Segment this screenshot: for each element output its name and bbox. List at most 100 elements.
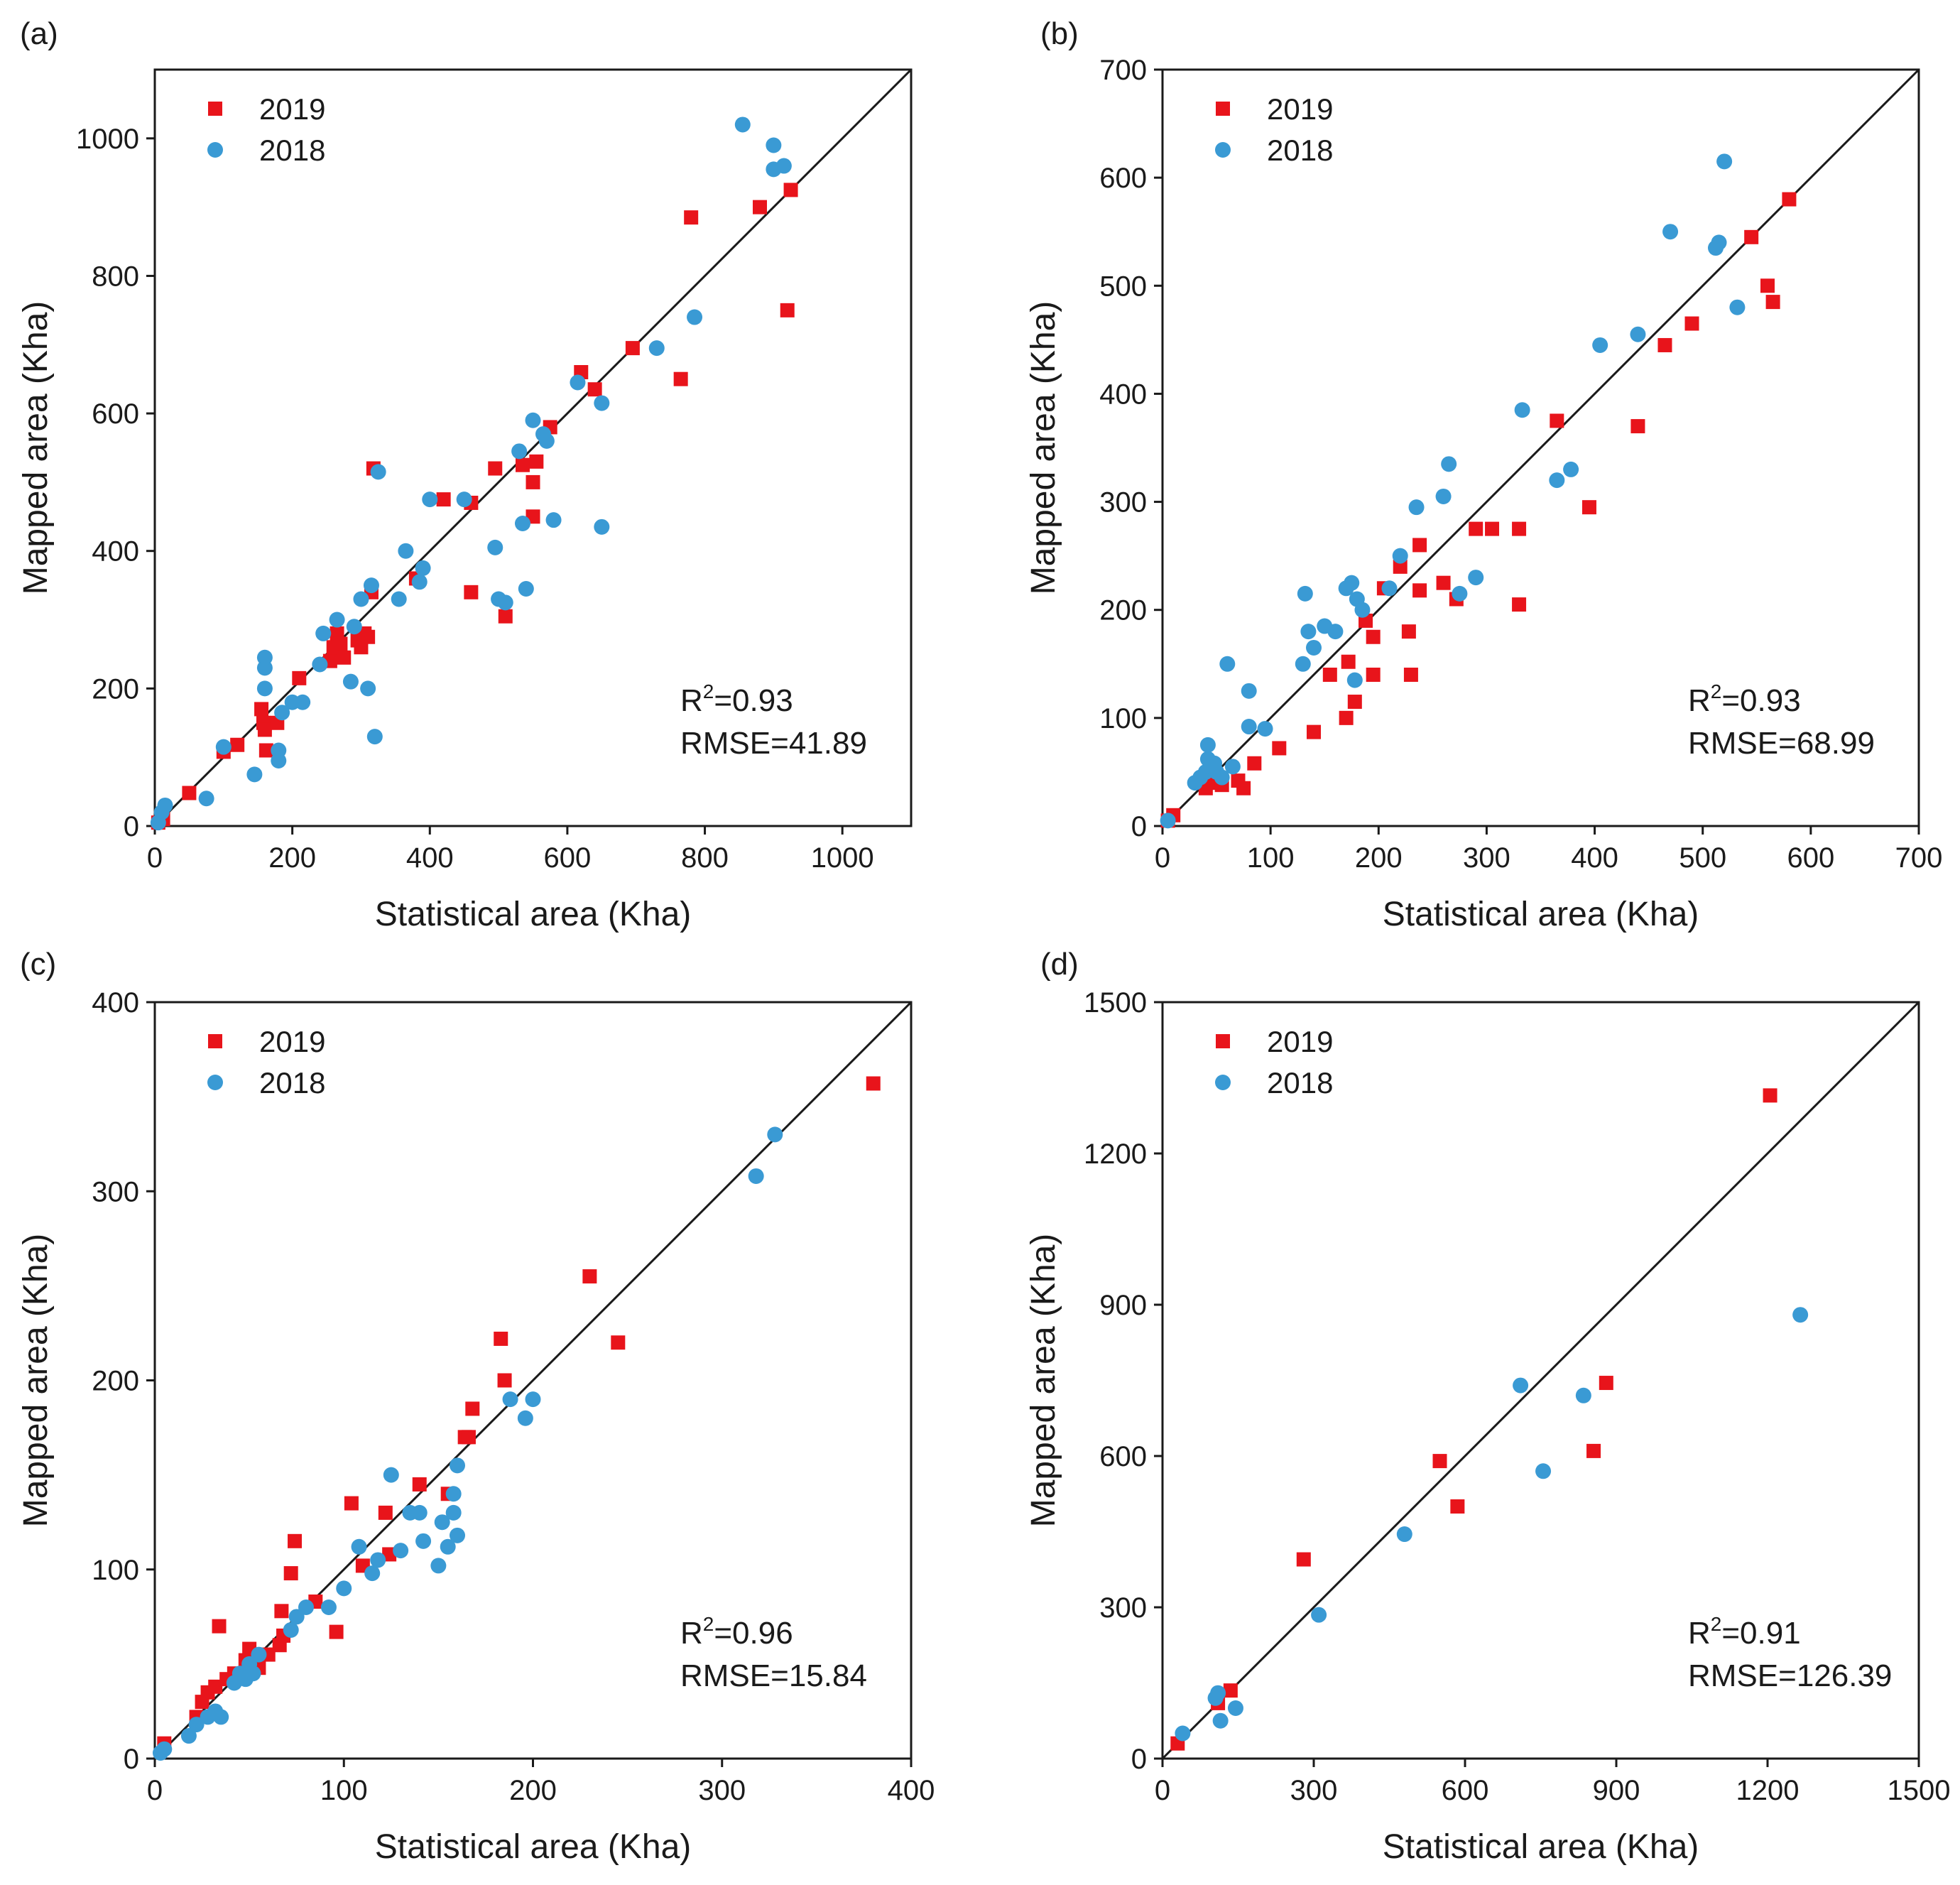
x-tick-label: 0: [147, 1775, 163, 1806]
data-point-2018: [213, 1709, 229, 1725]
data-point-2018: [1592, 337, 1608, 353]
data-point-2019: [1744, 229, 1759, 244]
series-2018: [1175, 1307, 1809, 1742]
data-point-2019: [1512, 597, 1527, 612]
x-axis-title: Statistical area (Kha): [375, 896, 692, 933]
data-point-2019: [208, 1679, 223, 1694]
x-tick-label: 0: [1155, 842, 1170, 874]
legend-marker-2019: [1216, 102, 1230, 116]
data-point-2018: [525, 1391, 541, 1408]
data-point-2019: [1247, 756, 1262, 771]
data-point-2018: [1381, 580, 1398, 597]
data-point-2018: [1435, 488, 1452, 504]
data-point-2018: [370, 464, 386, 480]
data-point-2018: [430, 1558, 447, 1574]
chart-panel-c: (c) 0 100 200 300 400 0 100 200 300 400 Statistical…: [17, 947, 935, 1866]
data-point-2019: [412, 1477, 427, 1492]
data-point-2019: [292, 670, 307, 685]
data-point-2018: [346, 619, 362, 635]
data-point-2018: [502, 1391, 518, 1408]
x-tick-label: 300: [1290, 1775, 1338, 1806]
x-tick-label: 300: [1463, 842, 1510, 874]
x-axis-title: Statistical area (Kha): [375, 1828, 692, 1866]
legend-marker-2018: [207, 142, 223, 158]
legend-marker-2018: [207, 1075, 223, 1090]
data-point-2018: [734, 116, 751, 133]
y-axis-title: Mapped area (Kha): [1025, 1234, 1062, 1528]
data-point-2018: [1210, 1685, 1226, 1701]
data-point-2018: [1354, 602, 1371, 618]
x-tick-label: 200: [509, 1775, 557, 1806]
data-point-2018: [1344, 575, 1360, 591]
data-point-2018: [1257, 721, 1273, 737]
data-point-2018: [517, 1410, 533, 1426]
data-point-2018: [360, 680, 376, 697]
data-point-2019: [344, 1496, 359, 1511]
data-point-2018: [245, 1666, 261, 1682]
x-tick-label: 100: [1247, 842, 1295, 874]
data-point-2018: [518, 580, 534, 597]
data-point-2019: [1763, 1088, 1777, 1103]
rmse-label: RMSE=126.39: [1688, 1658, 1892, 1693]
data-point-2018: [411, 574, 428, 590]
data-point-2018: [329, 612, 345, 628]
x-tick-label: 200: [1355, 842, 1403, 874]
legend-marker-2019: [1216, 1034, 1230, 1048]
data-point-2018: [648, 340, 665, 357]
y-tick-label: 600: [1099, 1441, 1147, 1472]
y-tick-label: 600: [1099, 163, 1147, 194]
data-point-2019: [611, 1335, 626, 1350]
data-point-2018: [312, 656, 328, 673]
data-point-2019: [625, 341, 640, 356]
data-point-2018: [1452, 585, 1468, 602]
y-tick-label: 0: [1131, 811, 1147, 842]
data-point-2019: [753, 200, 767, 214]
data-point-2019: [461, 1430, 476, 1445]
data-point-2019: [582, 1269, 597, 1284]
legend-label-2018: 2018: [259, 1066, 325, 1099]
data-point-2018: [1549, 472, 1565, 489]
y-axis-title: Mapped area (Kha): [17, 301, 55, 595]
y-axis-title: Mapped area (Kha): [17, 1234, 55, 1528]
data-point-2019: [497, 1373, 512, 1388]
data-point-2019: [230, 737, 245, 752]
one-to-one-line: [1161, 1001, 1920, 1760]
data-point-2019: [1223, 1683, 1238, 1698]
data-point-2019: [1272, 741, 1287, 756]
data-point-2018: [538, 433, 555, 449]
data-point-2018: [766, 137, 782, 153]
y-tick-label: 1000: [76, 124, 139, 155]
data-point-2019: [337, 650, 352, 665]
data-point-2018: [450, 1527, 465, 1543]
data-point-2018: [1729, 299, 1746, 315]
x-tick-label: 200: [268, 842, 316, 874]
legend: 2019 2018: [1215, 92, 1333, 167]
data-point-2018: [1241, 719, 1257, 735]
x-tick-label: 400: [406, 842, 454, 874]
data-point-2018: [1630, 326, 1646, 342]
x-tick-label: 400: [1571, 842, 1618, 874]
y-tick-label: 0: [124, 811, 139, 842]
x-tick-label: 500: [1679, 842, 1726, 874]
y-tick-label: 400: [92, 987, 139, 1018]
data-point-2018: [1563, 461, 1579, 477]
x-tick-label: 300: [698, 1775, 746, 1806]
y-tick-label: 100: [1099, 703, 1147, 734]
data-point-2018: [1662, 224, 1679, 240]
data-point-2018: [320, 1599, 337, 1615]
data-point-2018: [1214, 769, 1230, 786]
data-point-2019: [465, 1401, 480, 1416]
data-point-2019: [1401, 624, 1416, 639]
data-point-2018: [1175, 1725, 1191, 1742]
x-tick-label: 1000: [811, 842, 874, 874]
data-point-2018: [156, 1741, 173, 1757]
data-point-2018: [1408, 499, 1425, 516]
data-point-2019: [1436, 575, 1451, 590]
x-tick-label: 100: [320, 1775, 368, 1806]
data-point-2019: [1684, 316, 1699, 331]
plot-frame: [1161, 68, 1920, 827]
data-point-2019: [1339, 710, 1354, 725]
data-point-2019: [1765, 295, 1780, 310]
data-point-2019: [1341, 654, 1356, 669]
series-2019: [1170, 1088, 1777, 1751]
